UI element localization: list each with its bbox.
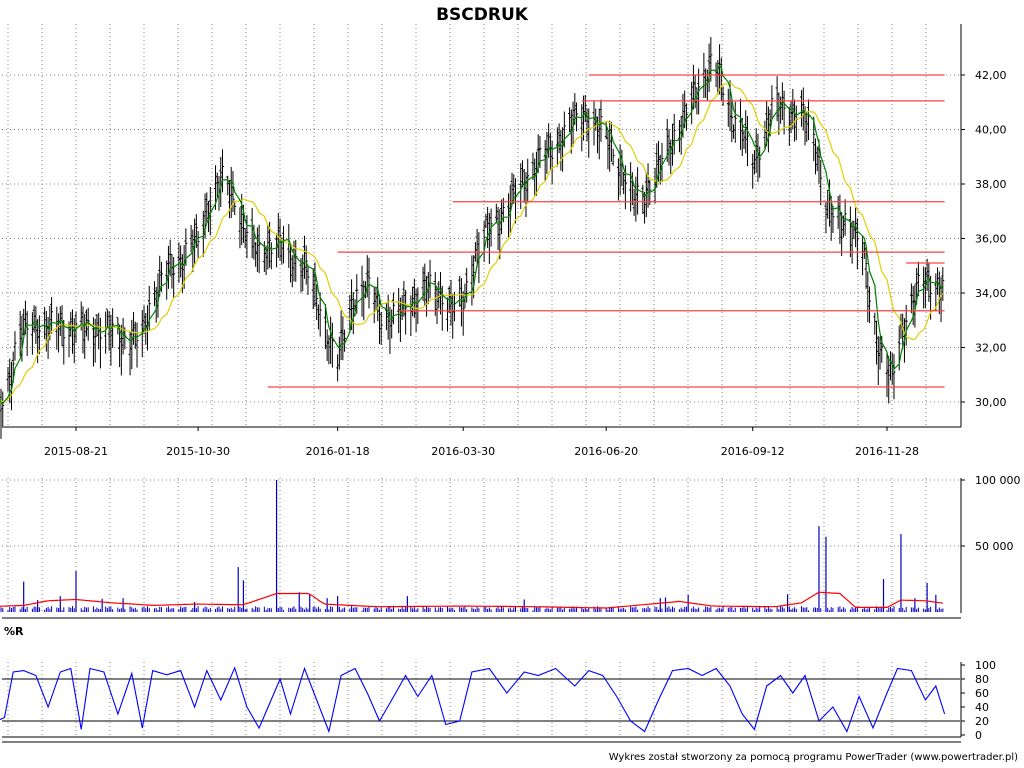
x-tick-label: 2016-01-18 [306,445,370,458]
wr-y-tick-label: 20 [975,715,989,728]
wr-y-tick-label: 100 [975,659,996,672]
wr-y-tick-label: 80 [975,673,989,686]
footer-credit: Wykres został stworzony za pomocą progra… [609,752,1018,763]
wr-y-tick-label: 40 [975,701,989,714]
x-tick-label: 2016-03-30 [431,445,495,458]
volume-ma-line [0,591,943,609]
price-y-tick-label: 36,00 [975,233,1007,246]
axes: 30,00 32,00 34,00 36,00 38,00 40,00 42,00 50 00… [2,24,1021,743]
x-tick-label: 2016-11-28 [855,445,919,458]
x-tick-label: 2016-06-20 [574,445,638,458]
price-y-tick-label: 34,00 [975,287,1007,300]
wr-y-tick-label: 0 [975,729,982,742]
price-y-tick-label: 30,00 [975,396,1007,409]
price-y-tick-label: 38,00 [975,178,1007,191]
williams-r-label: %R [4,625,24,638]
volume-y-tick-label: 50 000 [975,540,1014,553]
volume-y-tick-label: 100 000 [975,474,1021,487]
x-tick-label: 2016-09-12 [721,445,785,458]
price-y-tick-label: 42,00 [975,69,1007,82]
ma-long-line [0,82,944,403]
wr-line [0,666,946,734]
chart-title: BSCDRUK [436,5,529,25]
price-y-tick-label: 32,00 [975,342,1007,355]
volume-panel [0,480,944,612]
gridlines [2,24,960,737]
williams-r-panel [0,666,960,734]
wr-y-tick-label: 60 [975,687,989,700]
price-panel [0,37,945,439]
x-tick-label: 2015-10-30 [166,445,230,458]
ma-short-line [0,64,944,405]
x-tick-label: 2015-08-21 [44,445,108,458]
price-y-tick-label: 40,00 [975,124,1007,137]
